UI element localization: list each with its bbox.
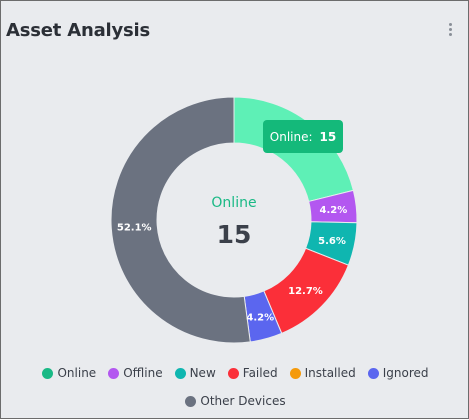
center-value: 15 xyxy=(217,220,252,249)
legend-label: Failed xyxy=(242,366,278,380)
slice-label: 4.2% xyxy=(320,205,348,216)
slice-label: 52.1% xyxy=(117,223,152,234)
legend-item[interactable]: Installed xyxy=(289,365,356,381)
legend-item[interactable]: Ignored xyxy=(367,365,429,381)
legend-swatch xyxy=(289,367,301,379)
legend-item[interactable]: Online xyxy=(42,365,96,381)
legend-swatch xyxy=(367,367,379,379)
chart-tooltip: Online: 15 xyxy=(263,120,343,153)
legend-item[interactable]: Offline xyxy=(108,365,163,381)
legend-label: Offline xyxy=(123,366,163,380)
card-title: Asset Analysis xyxy=(6,20,151,41)
kebab-menu-icon[interactable] xyxy=(445,23,455,41)
donut-slice-other-devices[interactable] xyxy=(110,96,251,344)
legend-label: Other Devices xyxy=(200,394,286,408)
legend-swatch xyxy=(42,367,54,379)
legend-label: New xyxy=(189,366,216,380)
legend-swatch xyxy=(108,367,120,379)
legend-label: Ignored xyxy=(382,366,429,380)
legend-item[interactable]: Other Devices xyxy=(185,393,286,409)
legend-item[interactable]: New xyxy=(174,365,216,381)
slice-label: 4.2% xyxy=(246,312,274,323)
center-label: Online xyxy=(211,195,256,211)
legend-swatch xyxy=(185,395,197,407)
slice-label: 5.6% xyxy=(318,236,346,247)
legend-swatch xyxy=(227,367,239,379)
legend-swatch xyxy=(174,367,186,379)
tooltip-value: 15 xyxy=(319,129,337,144)
legend-item[interactable]: Failed xyxy=(227,365,278,381)
tooltip-label: Online: xyxy=(269,129,313,144)
legend-label: Online xyxy=(57,366,97,380)
legend-label: Installed xyxy=(304,366,356,380)
slice-label: 12.7% xyxy=(288,286,323,297)
chart-legend: Online Offline New Failed Installed Ignored Ot… xyxy=(1,365,469,409)
